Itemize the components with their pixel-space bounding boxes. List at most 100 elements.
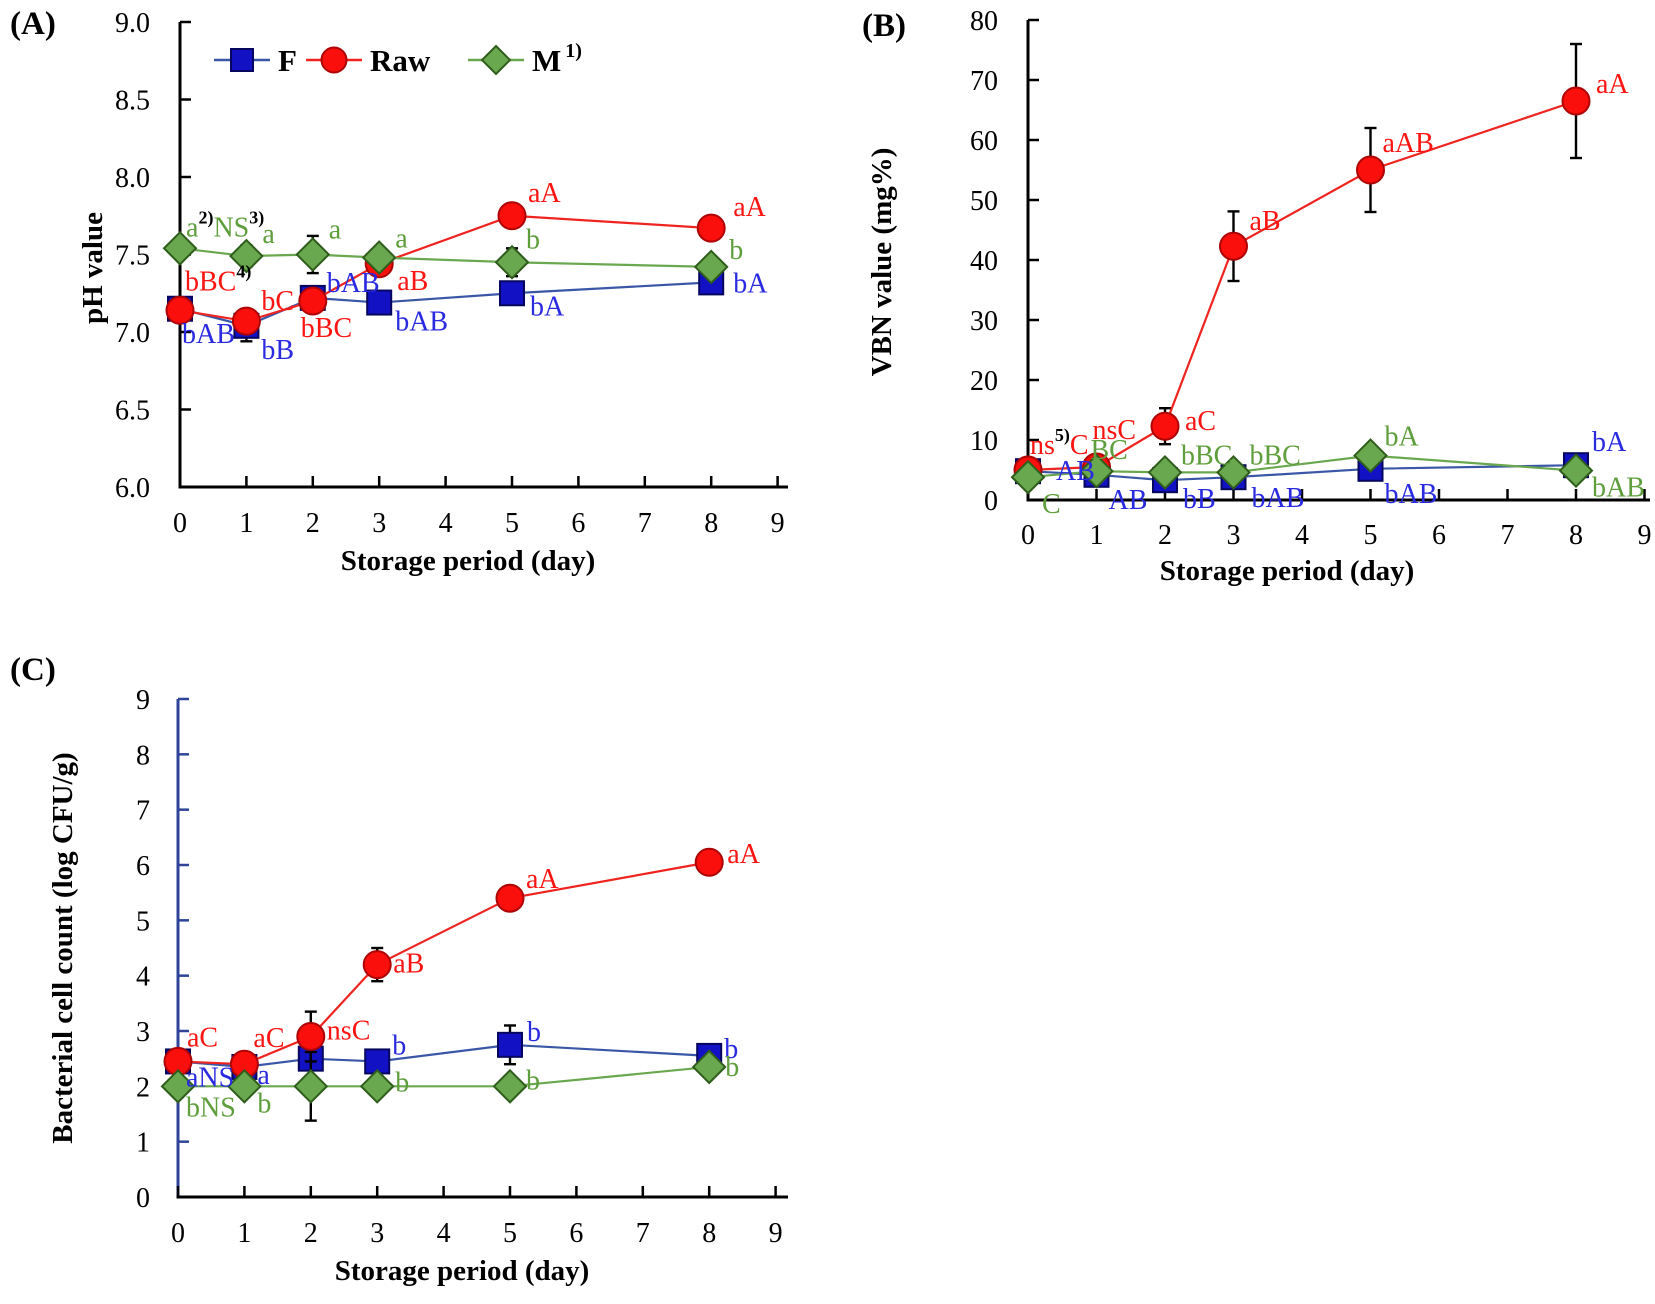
sig-label-raw-day8: aA xyxy=(727,839,760,870)
svg-text:70: 70 xyxy=(970,66,998,97)
sig-label-raw-day2: aC xyxy=(1185,406,1216,437)
svg-text:0: 0 xyxy=(173,508,187,539)
sig-label-f-day0: AB xyxy=(1056,456,1095,487)
svg-text:3: 3 xyxy=(370,1218,384,1249)
x-axis-title: Storage period (day) xyxy=(1160,555,1415,587)
svg-text:0: 0 xyxy=(1021,520,1035,551)
sig-label-f-day3: bAB xyxy=(1252,483,1305,514)
svg-text:6: 6 xyxy=(569,1218,583,1249)
svg-text:2: 2 xyxy=(304,1218,318,1249)
sig-label-raw-day1: nsC xyxy=(1093,415,1137,446)
svg-text:20: 20 xyxy=(970,366,998,397)
sig-label-raw-day2: nsC xyxy=(327,1016,371,1047)
svg-text:3: 3 xyxy=(1227,520,1241,551)
x-axis-title: Storage period (day) xyxy=(341,545,596,577)
svg-text:7: 7 xyxy=(636,1218,650,1249)
svg-text:0: 0 xyxy=(136,1183,150,1214)
sig-label-raw-day1: bC xyxy=(261,286,294,317)
svg-text:9: 9 xyxy=(771,508,785,539)
svg-text:4: 4 xyxy=(439,508,453,539)
sig-label-raw-day3: aB xyxy=(393,949,424,980)
sig-label-f-day1: bB xyxy=(261,335,294,366)
svg-text:30: 30 xyxy=(970,306,998,337)
svg-text:1: 1 xyxy=(1090,520,1104,551)
sig-label-f-day1: a xyxy=(257,1060,270,1091)
svg-text:6: 6 xyxy=(136,851,150,882)
sig-label-raw-day0: bBC4) xyxy=(185,261,251,297)
sig-label-raw-day2: bBC xyxy=(301,313,352,344)
sig-label-m-day0: C xyxy=(1042,489,1061,520)
svg-text:7: 7 xyxy=(1501,520,1515,551)
svg-text:6.0: 6.0 xyxy=(115,473,150,504)
svg-text:40: 40 xyxy=(970,246,998,277)
sig-label-m-day3: bBC xyxy=(1250,440,1301,471)
sig-label-raw-day5: aAB xyxy=(1383,128,1434,159)
sig-label-m-day0: bNS xyxy=(186,1092,236,1123)
legend-label-raw: Raw xyxy=(370,43,431,78)
sig-label-f-day0: aNS xyxy=(186,1062,234,1093)
svg-text:9: 9 xyxy=(769,1218,783,1249)
svg-text:50: 50 xyxy=(970,186,998,217)
sig-label-m-day0: a2)NS3) xyxy=(186,207,264,243)
sig-label-raw-day1: aC xyxy=(253,1023,284,1054)
svg-text:80: 80 xyxy=(970,6,998,37)
svg-text:5: 5 xyxy=(503,1218,517,1249)
svg-text:8.5: 8.5 xyxy=(115,86,150,117)
sig-label-m-day5: bA xyxy=(1385,422,1420,453)
sig-label-raw-day5: aA xyxy=(528,178,561,209)
sig-label-f-day2: bAB xyxy=(327,268,380,299)
svg-text:2: 2 xyxy=(306,508,320,539)
svg-text:7.5: 7.5 xyxy=(115,241,150,272)
sig-label-m-day1: b xyxy=(257,1088,271,1119)
svg-text:8: 8 xyxy=(702,1218,716,1249)
sig-label-m-day8: b xyxy=(729,235,743,266)
sig-label-m-day5: b xyxy=(526,224,540,255)
sig-label-f-day1: AB xyxy=(1109,485,1148,516)
svg-text:3: 3 xyxy=(136,1017,150,1048)
panel-a-label: (A) xyxy=(10,6,56,42)
svg-text:2: 2 xyxy=(136,1072,150,1103)
sig-label-f-day2: bB xyxy=(1183,484,1216,515)
vbn-value-chart: 0 10 20 30 40 50 60 70 80 0 1 2 3 4 5 6 7 8 9 Storage perio… xyxy=(855,0,1655,600)
sig-label-raw-day5: aA xyxy=(526,864,559,895)
sig-label-raw-day0: aC xyxy=(187,1022,218,1053)
sig-label-f-day3: bAB xyxy=(395,307,448,338)
sig-label-f-day0: bAB xyxy=(182,319,235,350)
legend-label-f: F xyxy=(278,43,297,78)
svg-text:8: 8 xyxy=(704,508,718,539)
svg-text:10: 10 xyxy=(970,426,998,457)
sig-label-m-day3: b xyxy=(395,1067,409,1098)
sig-label-raw-day3: aB xyxy=(397,266,428,297)
svg-text:4: 4 xyxy=(1295,520,1309,551)
sig-label-m-day1: BC xyxy=(1091,435,1128,466)
sig-label-raw-day8: aA xyxy=(733,192,766,223)
svg-text:6: 6 xyxy=(1432,520,1446,551)
svg-text:1: 1 xyxy=(237,1218,251,1249)
sig-label-f-day5: bAB xyxy=(1385,479,1438,510)
sig-label-raw-day3: aB xyxy=(1250,206,1281,237)
sig-label-f-day8: bA xyxy=(1592,427,1627,458)
sig-label-f-day3: b xyxy=(392,1030,406,1061)
y-axis-title: pH value xyxy=(77,212,109,324)
svg-text:6.5: 6.5 xyxy=(115,396,150,427)
x-axis-title: Storage period (day) xyxy=(335,1255,590,1287)
sig-label-m-day5: b xyxy=(526,1065,540,1096)
sig-label-f-day5: b xyxy=(527,1017,541,1048)
svg-text:7: 7 xyxy=(136,796,150,827)
svg-text:4: 4 xyxy=(437,1218,451,1249)
svg-text:9.0: 9.0 xyxy=(115,8,150,39)
svg-text:5: 5 xyxy=(505,508,519,539)
svg-text:0: 0 xyxy=(171,1218,185,1249)
svg-text:2: 2 xyxy=(1158,520,1172,551)
bacterial-count-chart: 0 1 2 3 4 5 6 7 8 9 0 1 2 3 4 5 6 7 8 9 Storage period (day)… xyxy=(0,648,800,1304)
svg-text:60: 60 xyxy=(970,126,998,157)
sig-label-f-day8: b xyxy=(724,1034,738,1065)
svg-text:7.0: 7.0 xyxy=(115,318,150,349)
panel-b-label: (B) xyxy=(862,8,906,44)
svg-text:8: 8 xyxy=(1569,520,1583,551)
sig-label-m-day3: a xyxy=(395,224,408,255)
svg-text:5: 5 xyxy=(1364,520,1378,551)
svg-text:1: 1 xyxy=(136,1128,150,1159)
svg-text:3: 3 xyxy=(372,508,386,539)
